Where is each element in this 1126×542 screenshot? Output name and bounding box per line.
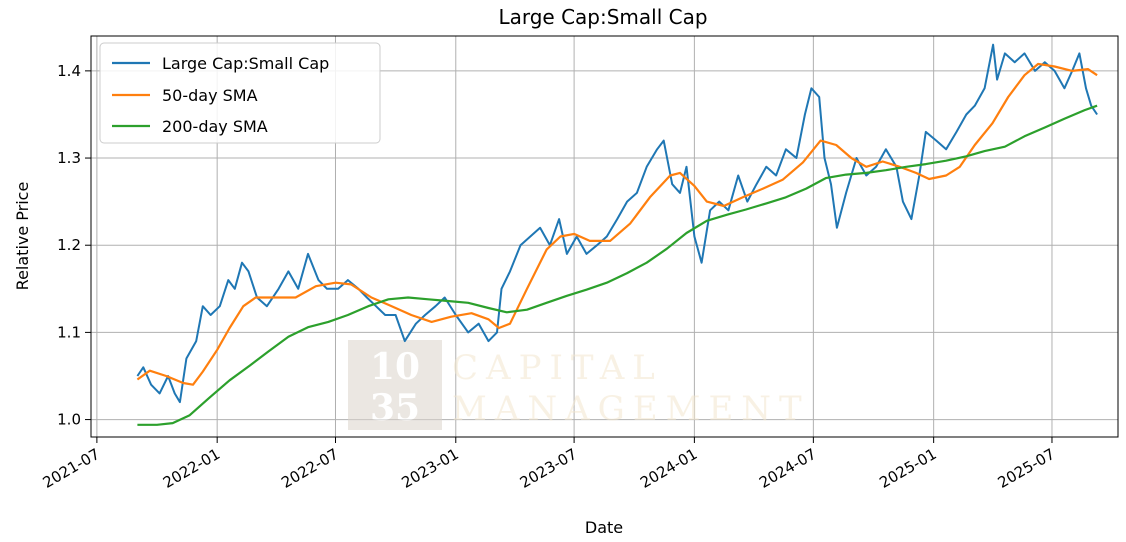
legend-label-50-day-sma: 50-day SMA	[162, 86, 258, 105]
legend-label-large-cap-small-cap: Large Cap:Small Cap	[162, 54, 329, 73]
series-layer	[136, 43, 1098, 426]
y-axis-label: Relative Price	[13, 182, 32, 291]
y-tick-label: 1.3	[57, 149, 81, 167]
watermark-number-2: 35	[370, 387, 420, 429]
watermark-word-2: MANAGEMENT	[452, 389, 810, 429]
series-line-large-cap-small-cap	[136, 43, 1098, 404]
chart-title: Large Cap:Small Cap	[498, 5, 707, 29]
y-tick-label: 1.2	[57, 236, 81, 254]
y-tick-label: 1.4	[57, 62, 81, 80]
series-line-200-day-sma	[137, 104, 1098, 426]
watermark-number-1: 10	[370, 346, 420, 388]
y-tick-label: 1.0	[57, 411, 81, 429]
y-tick-label: 1.1	[57, 323, 81, 341]
watermark-word-1: CAPITAL	[452, 348, 663, 388]
plot-frame	[90, 35, 1119, 438]
legend-label-200-day-sma: 200-day SMA	[162, 117, 268, 136]
x-axis-label: Date	[585, 518, 623, 537]
series-line-50-day-sma	[136, 62, 1098, 386]
legend-box	[99, 42, 381, 144]
watermark: 10 35 CAPITAL MANAGEMENT	[348, 340, 810, 430]
watermark-logo-box	[348, 340, 442, 430]
legend: Large Cap:Small Cap 50-day SMA 200-day S…	[99, 42, 381, 144]
